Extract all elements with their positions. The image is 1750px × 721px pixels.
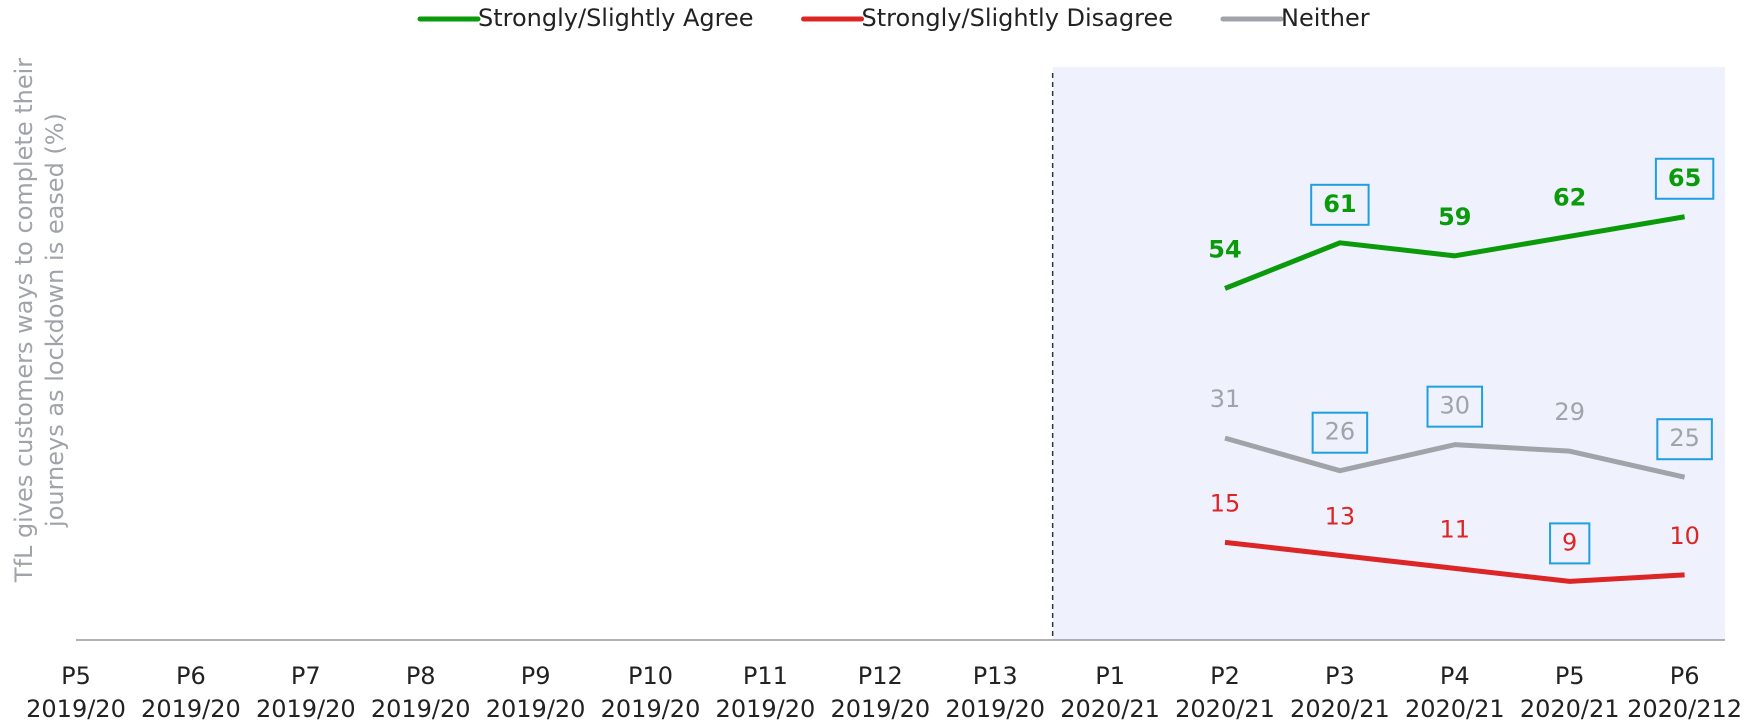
data-label: 31 <box>1210 385 1241 413</box>
x-tick-label: 2020/21 <box>1290 695 1390 721</box>
shaded-region <box>1052 67 1725 640</box>
x-tick-label: 2020/21 <box>1405 695 1505 721</box>
data-label: 54 <box>1208 235 1241 263</box>
data-label: 13 <box>1325 502 1356 530</box>
x-tick-label: 2019/20 <box>256 695 356 721</box>
legend-label: Strongly/Slightly Disagree <box>862 4 1173 32</box>
highlight-box <box>1426 385 1484 428</box>
x-tick-label: 2019/20 <box>26 695 126 721</box>
series-line <box>1224 435 1686 480</box>
highlight-box <box>1549 522 1591 565</box>
data-label: 10 <box>1669 522 1700 550</box>
x-tick-label: P12 <box>858 662 903 690</box>
x-tick-label: P10 <box>628 662 673 690</box>
data-label: 62 <box>1553 183 1586 211</box>
data-label: 26 <box>1325 418 1356 446</box>
highlight-box <box>1656 418 1713 461</box>
x-tick-label: P2 <box>1210 662 1240 690</box>
x-tick-label: P7 <box>291 662 321 690</box>
data-label: 15 <box>1210 489 1241 517</box>
legend-label: Neither <box>1281 4 1370 32</box>
x-tick-label: P8 <box>406 662 436 690</box>
x-tick-label: P1 <box>1095 662 1125 690</box>
x-tick-label: 2019/20 <box>141 695 241 721</box>
x-tick-label: P4 <box>1440 662 1470 690</box>
data-label: 65 <box>1668 164 1701 192</box>
x-tick-label: 2020/21 <box>1060 695 1160 721</box>
data-label: 9 <box>1562 528 1577 556</box>
y-axis-label: TfL gives customers ways to complete the… <box>10 58 38 583</box>
x-tick-label: P6 <box>1670 662 1700 690</box>
x-tick-label: P9 <box>521 662 551 690</box>
x-tick-label: 2020/212 <box>1627 695 1742 721</box>
x-tick-label: P5 <box>1555 662 1585 690</box>
x-tick-label: 2019/20 <box>601 695 701 721</box>
x-tick-label: 2019/20 <box>371 695 471 721</box>
y-axis-label: journeys as lockdown is eased (%) <box>41 113 69 528</box>
legend-label: Strongly/Slightly Agree <box>478 4 754 32</box>
x-tick-label: P5 <box>61 662 91 690</box>
x-tick-label: P13 <box>973 662 1018 690</box>
data-label: 61 <box>1323 190 1356 218</box>
highlight-box <box>1311 411 1369 454</box>
data-label: 30 <box>1440 392 1471 420</box>
x-tick-label: 2019/20 <box>716 695 816 721</box>
series-line <box>1224 214 1686 291</box>
series-line <box>1224 539 1685 584</box>
x-tick-label: P6 <box>176 662 206 690</box>
x-tick-label: 2020/21 <box>1520 695 1620 721</box>
x-tick-label: 2019/20 <box>945 695 1045 721</box>
x-tick-label: P11 <box>743 662 788 690</box>
data-label: 29 <box>1554 398 1585 426</box>
data-label: 25 <box>1669 424 1700 452</box>
x-tick-label: 2020/21 <box>1175 695 1275 721</box>
data-label: 11 <box>1440 515 1471 543</box>
data-label: 59 <box>1438 203 1471 231</box>
highlight-box <box>1310 183 1370 226</box>
x-tick-label: 2019/20 <box>486 695 586 721</box>
x-tick-label: P3 <box>1325 662 1355 690</box>
x-tick-label: 2019/20 <box>830 695 930 721</box>
highlight-box <box>1654 157 1715 200</box>
